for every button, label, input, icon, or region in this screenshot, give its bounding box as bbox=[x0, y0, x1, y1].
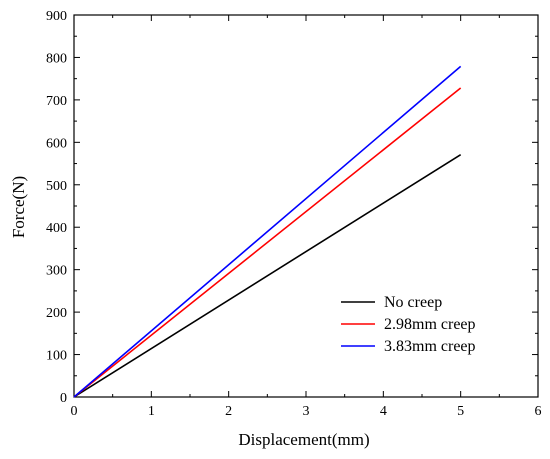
y-tick-label: 700 bbox=[46, 94, 67, 109]
x-tick-label: 6 bbox=[535, 404, 542, 419]
x-tick-label: 0 bbox=[71, 404, 78, 419]
legend-label: 3.83mm creep bbox=[384, 338, 476, 355]
x-tick-label: 3 bbox=[303, 404, 310, 419]
series-lines bbox=[73, 65, 462, 398]
y-tick-label: 300 bbox=[46, 264, 67, 279]
series-line-3-83mm-creep bbox=[73, 65, 462, 398]
y-tick-label: 900 bbox=[46, 9, 67, 24]
axis-ticks: 0 1 2 3 4 5 6 0 100 200 300 400 500 600 700 800 900 bbox=[46, 9, 542, 419]
y-tick-label: 100 bbox=[46, 349, 67, 364]
legend-label: No creep bbox=[384, 294, 442, 311]
x-tick-label: 5 bbox=[457, 404, 464, 419]
legend-label: 2.98mm creep bbox=[384, 316, 476, 333]
y-tick-label: 600 bbox=[46, 136, 67, 151]
x-tick-label: 1 bbox=[148, 404, 155, 419]
x-tick-label: 2 bbox=[225, 404, 232, 419]
y-tick-label: 800 bbox=[46, 51, 67, 66]
y-tick-label: 200 bbox=[46, 306, 67, 321]
y-tick-label: 400 bbox=[46, 221, 67, 236]
y-tick-label: 500 bbox=[46, 179, 67, 194]
series-line-no-creep bbox=[73, 153, 462, 398]
y-tick-label: 0 bbox=[60, 391, 67, 406]
x-tick-label: 4 bbox=[380, 404, 387, 419]
series-line-2-98mm-creep bbox=[73, 87, 462, 398]
legend: No creep 2.98mm creep 3.83mm creep bbox=[341, 294, 476, 355]
x-axis-title: Displacement(mm) bbox=[238, 430, 369, 449]
y-axis-title: Force(N) bbox=[9, 176, 28, 238]
